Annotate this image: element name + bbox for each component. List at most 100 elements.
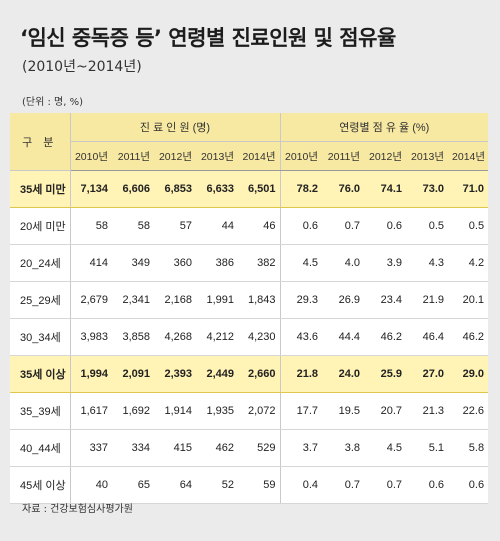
chart-title: ‘임신 중독증 등’ 연령별 진료인원 및 점유율 <box>20 26 396 50</box>
share-cell: 5.8 <box>448 429 489 467</box>
patients-cell: 337 <box>70 429 112 467</box>
share-cell: 4.5 <box>364 429 407 467</box>
patients-cell: 2,341 <box>112 281 154 319</box>
patients-cell: 6,853 <box>154 170 196 208</box>
share-cell: 21.3 <box>406 392 449 430</box>
table-row: 35세 미만 7,134 6,606 6,853 6,633 6,501 78.2 76.0 7… <box>10 170 489 208</box>
table-row: 20세 미만 58 58 57 44 46 0.6 0.7 0.6 0.5 0.5 <box>10 207 489 245</box>
share-cell: 24.0 <box>322 355 365 393</box>
patients-cell: 2,072 <box>238 392 281 430</box>
patients-cell: 1,935 <box>196 392 238 430</box>
share-cell: 46.2 <box>448 318 489 356</box>
year-header-cell: 2014년 <box>448 141 489 171</box>
share-cell: 19.5 <box>322 392 365 430</box>
year-header-cell: 2013년 <box>406 141 449 171</box>
share-cell: 0.7 <box>322 466 365 504</box>
patients-cell: 65 <box>112 466 154 504</box>
patients-cell: 59 <box>238 466 281 504</box>
share-cell: 21.9 <box>406 281 449 319</box>
patients-cell: 414 <box>70 244 112 282</box>
chart-subtitle: (2010년~2014년) <box>22 59 142 75</box>
patients-cell: 44 <box>196 207 238 245</box>
patients-cell: 6,501 <box>238 170 281 208</box>
row-label: 40_44세 <box>10 429 71 467</box>
share-cell: 5.1 <box>406 429 449 467</box>
row-header-label: 구 분 <box>10 113 71 171</box>
share-cell: 74.1 <box>364 170 407 208</box>
row-label: 35세 이상 <box>10 355 71 393</box>
table-row: 35세 이상 1,994 2,091 2,393 2,449 2,660 21.8 24.0 2… <box>10 355 489 393</box>
patients-cell: 6,633 <box>196 170 238 208</box>
year-header-cell: 2010년 <box>279 141 323 171</box>
share-cell: 46.4 <box>406 318 449 356</box>
share-cell: 76.0 <box>322 170 365 208</box>
share-cell: 27.0 <box>406 355 449 393</box>
year-header-cell: 2010년 <box>70 141 112 171</box>
share-cell: 4.3 <box>406 244 449 282</box>
patients-cell: 415 <box>154 429 196 467</box>
row-label: 35_39세 <box>10 392 71 430</box>
share-cell: 20.1 <box>448 281 489 319</box>
share-cell: 0.6 <box>364 207 407 245</box>
share-cell: 3.8 <box>322 429 365 467</box>
share-cell: 0.5 <box>448 207 489 245</box>
patients-cell: 2,091 <box>112 355 154 393</box>
patients-cell: 52 <box>196 466 238 504</box>
patients-cell: 2,393 <box>154 355 196 393</box>
year-header-cell: 2011년 <box>322 141 365 171</box>
share-cell: 4.5 <box>279 244 323 282</box>
patients-cell: 2,679 <box>70 281 112 319</box>
year-header-cell: 2012년 <box>364 141 407 171</box>
share-cell: 73.0 <box>406 170 449 208</box>
patients-cell: 46 <box>238 207 281 245</box>
table-row: 20_24세 414 349 360 386 382 4.5 4.0 3.9 4.3 4.2 <box>10 244 489 282</box>
share-cell: 3.7 <box>279 429 323 467</box>
patients-cell: 462 <box>196 429 238 467</box>
patients-cell: 349 <box>112 244 154 282</box>
year-header-cell: 2014년 <box>238 141 281 171</box>
patients-cell: 1,914 <box>154 392 196 430</box>
share-cell: 26.9 <box>322 281 365 319</box>
share-cell: 4.2 <box>448 244 489 282</box>
year-header-cell: 2012년 <box>154 141 196 171</box>
share-cell: 0.6 <box>279 207 323 245</box>
patients-cell: 4,212 <box>196 318 238 356</box>
share-cell: 25.9 <box>364 355 407 393</box>
group-header-row: 구 분 진 료 인 원 (명) 연령별 점 유 율 (%) <box>10 113 489 171</box>
patients-cell: 2,168 <box>154 281 196 319</box>
table-row: 30_34세 3,983 3,858 4,268 4,212 4,230 43.6 44.4 4… <box>10 318 489 356</box>
share-cell: 29.0 <box>448 355 489 393</box>
share-cell: 23.4 <box>364 281 407 319</box>
patients-cell: 57 <box>154 207 196 245</box>
share-cell: 17.7 <box>279 392 323 430</box>
table-header: 구 분 진 료 인 원 (명) 연령별 점 유 율 (%) 2010년 2011년… <box>10 113 489 171</box>
share-cell: 78.2 <box>279 170 323 208</box>
patients-cell: 64 <box>154 466 196 504</box>
share-cell: 46.2 <box>364 318 407 356</box>
year-header-cell: 2013년 <box>196 141 238 171</box>
data-table: 구 분 진 료 인 원 (명) 연령별 점 유 율 (%) 2010년 2011년… <box>10 113 489 504</box>
share-cell: 21.8 <box>279 355 323 393</box>
group-header-share: 연령별 점 유 율 (%) <box>279 113 489 142</box>
patients-cell: 2,660 <box>238 355 281 393</box>
table-row: 35_39세 1,617 1,692 1,914 1,935 2,072 17.7 19.5 2… <box>10 392 489 430</box>
row-label: 30_34세 <box>10 318 71 356</box>
share-cell: 44.4 <box>322 318 365 356</box>
patients-cell: 386 <box>196 244 238 282</box>
patients-cell: 2,449 <box>196 355 238 393</box>
row-label: 35세 미만 <box>10 170 71 208</box>
patients-cell: 360 <box>154 244 196 282</box>
group-header-patients: 진 료 인 원 (명) <box>70 113 281 142</box>
patients-cell: 1,991 <box>196 281 238 319</box>
share-cell: 20.7 <box>364 392 407 430</box>
source-note: 자료 : 건강보험심사평가원 <box>22 504 133 515</box>
share-cell: 71.0 <box>448 170 489 208</box>
patients-cell: 3,983 <box>70 318 112 356</box>
share-cell: 0.6 <box>448 466 489 504</box>
patients-cell: 382 <box>238 244 281 282</box>
share-cell: 0.7 <box>364 466 407 504</box>
row-label: 45세 이상 <box>10 466 71 504</box>
patients-cell: 529 <box>238 429 281 467</box>
table-row: 45세 이상 40 65 64 52 59 0.4 0.7 0.7 0.6 0.6 <box>10 466 489 504</box>
patients-cell: 1,692 <box>112 392 154 430</box>
